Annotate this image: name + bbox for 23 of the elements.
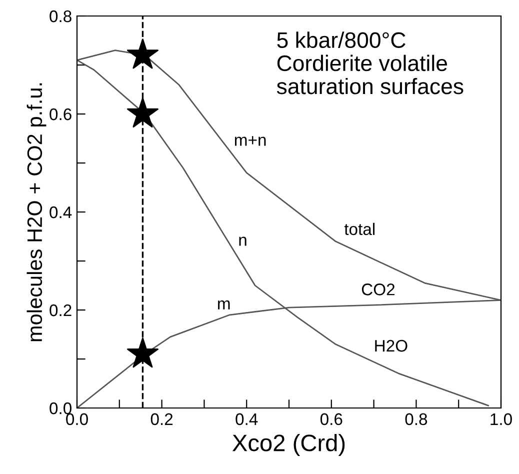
y-tick-label: 0.2 bbox=[50, 304, 72, 316]
point bbox=[126, 97, 158, 128]
y-axis-title: molecules H2O + CO2 p.f.u. bbox=[26, 83, 46, 342]
x-tick-label: 0.0 bbox=[66, 413, 88, 426]
x-tick-label: 0.8 bbox=[405, 413, 428, 426]
y-tick-label: 0.0 bbox=[50, 402, 72, 414]
annotation: total bbox=[344, 222, 375, 236]
annotation: 5 kbar/800°C Cordierite volatile saturation surfaces bbox=[276, 32, 464, 94]
x-axis-title: Xco2 (Crd) bbox=[232, 434, 345, 456]
annotation: m+n bbox=[234, 136, 266, 146]
y-tick-label: 0.8 bbox=[50, 10, 72, 22]
y-tick-label: 0.6 bbox=[50, 108, 72, 120]
point bbox=[126, 338, 158, 368]
annotation: m bbox=[218, 300, 230, 310]
x-tick-label: 0.2 bbox=[150, 413, 173, 426]
point bbox=[126, 38, 158, 69]
y-tick-label: 0.4 bbox=[50, 206, 72, 218]
annotation: H2O bbox=[375, 340, 408, 352]
annotation: CO2 bbox=[362, 284, 395, 296]
x-tick-label: 1.0 bbox=[490, 413, 512, 426]
annotation: n bbox=[239, 236, 246, 246]
x-tick-label: 0.4 bbox=[236, 413, 258, 426]
x-tick-label: 0.6 bbox=[320, 413, 342, 426]
